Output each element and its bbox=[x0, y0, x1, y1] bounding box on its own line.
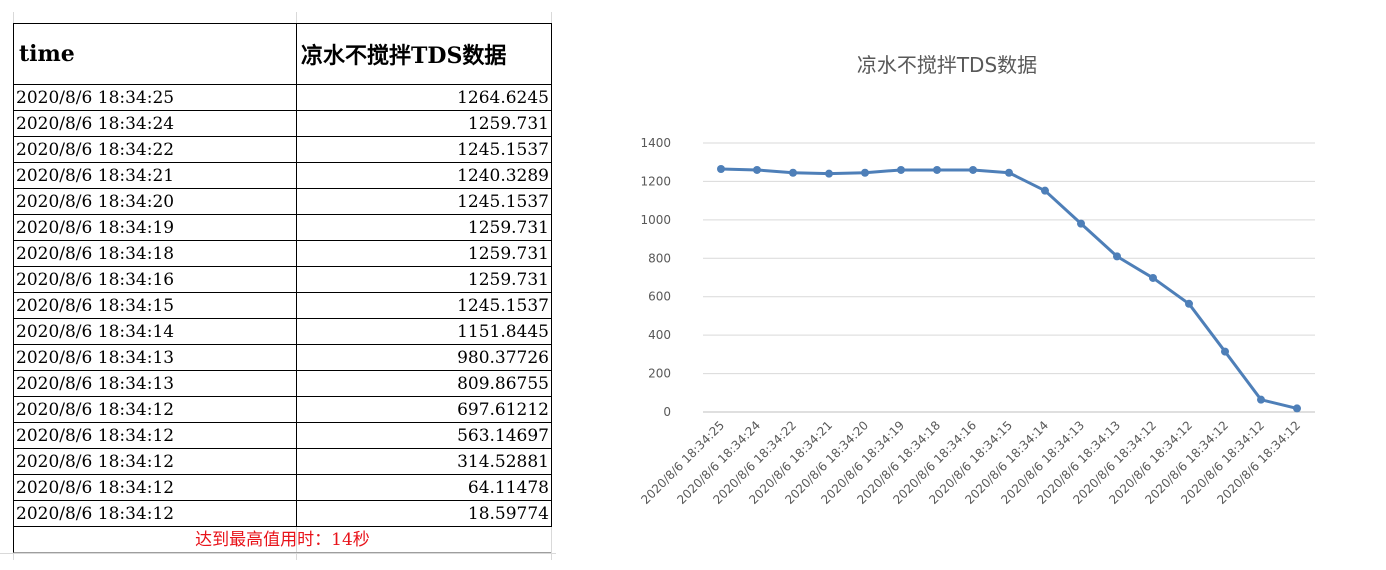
tds-value-cell: 809.86755 bbox=[296, 370, 552, 397]
data-point bbox=[753, 165, 761, 174]
time-cell: 2020/8/6 18:34:12 bbox=[13, 474, 297, 501]
y-tick-label: 600 bbox=[648, 290, 671, 304]
tds-value-cell: 563.14697 bbox=[296, 422, 552, 449]
data-table: time 凉水不搅拌TDS数据 2020/8/6 18:34:25 1264.62… bbox=[13, 23, 552, 527]
series-layer bbox=[717, 165, 1301, 413]
data-point bbox=[1221, 347, 1229, 356]
time-cell: 2020/8/6 18:34:13 bbox=[13, 344, 297, 371]
table-row: 2020/8/6 18:34:12 697.61212 bbox=[13, 396, 552, 423]
data-point bbox=[1293, 404, 1301, 413]
tds-value-cell: 18.59774 bbox=[296, 500, 552, 527]
y-tick-label: 0 bbox=[663, 405, 671, 419]
y-tick-labels: 0 200 400 600 800 1000 1200 1400 bbox=[640, 136, 671, 419]
table-row: 2020/8/6 18:34:12 64.11478 bbox=[13, 474, 552, 501]
data-point bbox=[933, 165, 941, 174]
table-row: 2020/8/6 18:34:18 1259.731 bbox=[13, 240, 552, 267]
y-tick-label: 1400 bbox=[640, 136, 671, 150]
tds-value-cell: 1245.1537 bbox=[296, 292, 552, 319]
table-row: 2020/8/6 18:34:25 1264.6245 bbox=[13, 84, 552, 111]
y-tick-label: 200 bbox=[648, 367, 671, 381]
table-row: 2020/8/6 18:34:22 1245.1537 bbox=[13, 136, 552, 163]
tds-value-cell: 314.52881 bbox=[296, 448, 552, 475]
sheet-gridline bbox=[551, 12, 552, 560]
table-row: 2020/8/6 18:34:12 563.14697 bbox=[13, 422, 552, 449]
table-row: 2020/8/6 18:34:12 314.52881 bbox=[13, 448, 552, 475]
time-cell: 2020/8/6 18:34:14 bbox=[13, 318, 297, 345]
y-tick-label: 400 bbox=[648, 328, 671, 342]
tds-value-cell: 1259.731 bbox=[296, 240, 552, 267]
table-row: 2020/8/6 18:34:21 1240.3289 bbox=[13, 162, 552, 189]
tds-value-cell: 697.61212 bbox=[296, 396, 552, 423]
time-cell: 2020/8/6 18:34:12 bbox=[13, 396, 297, 423]
time-cell: 2020/8/6 18:34:16 bbox=[13, 266, 297, 293]
tds-value-cell: 1151.8445 bbox=[296, 318, 552, 345]
time-cell: 2020/8/6 18:34:20 bbox=[13, 188, 297, 215]
grid-layer bbox=[703, 142, 1315, 413]
table-row: 2020/8/6 18:34:13 809.86755 bbox=[13, 370, 552, 397]
time-cell: 2020/8/6 18:34:12 bbox=[13, 500, 297, 527]
chart-title: 凉水不搅拌TDS数据 bbox=[857, 53, 1037, 77]
table-row: 2020/8/6 18:34:15 1245.1537 bbox=[13, 292, 552, 319]
data-point bbox=[1185, 299, 1193, 308]
data-point bbox=[861, 168, 869, 177]
data-point bbox=[897, 165, 905, 174]
time-cell: 2020/8/6 18:34:24 bbox=[13, 110, 297, 137]
summary-note: 达到最高值用时：14秒 bbox=[13, 527, 551, 553]
header-tds: 凉水不搅拌TDS数据 bbox=[296, 23, 552, 85]
table-row: 2020/8/6 18:34:24 1259.731 bbox=[13, 110, 552, 137]
table-row: 2020/8/6 18:34:14 1151.8445 bbox=[13, 318, 552, 345]
data-point bbox=[1257, 395, 1265, 404]
time-cell: 2020/8/6 18:34:25 bbox=[13, 84, 297, 111]
data-point bbox=[1005, 168, 1013, 177]
tds-value-cell: 1259.731 bbox=[296, 266, 552, 293]
table-row: 2020/8/6 18:34:19 1259.731 bbox=[13, 214, 552, 241]
table-row: 2020/8/6 18:34:16 1259.731 bbox=[13, 266, 552, 293]
tds-value-cell: 980.37726 bbox=[296, 344, 552, 371]
data-point bbox=[789, 168, 797, 177]
tds-line-chart: 凉水不搅拌TDS数据 0 200 400 600 800 1000 1200 1400 202… bbox=[638, 53, 1315, 507]
y-tick-label: 1200 bbox=[640, 174, 671, 188]
tds-value-cell: 1264.6245 bbox=[296, 84, 552, 111]
series-line bbox=[720, 167, 1298, 410]
tds-value-cell: 1259.731 bbox=[296, 214, 552, 241]
tds-value-cell: 1240.3289 bbox=[296, 162, 552, 189]
time-cell: 2020/8/6 18:34:19 bbox=[13, 214, 297, 241]
table-header-row: time 凉水不搅拌TDS数据 bbox=[13, 23, 552, 85]
time-cell: 2020/8/6 18:34:22 bbox=[13, 136, 297, 163]
time-cell: 2020/8/6 18:34:18 bbox=[13, 240, 297, 267]
table-body: time 凉水不搅拌TDS数据 2020/8/6 18:34:25 1264.62… bbox=[13, 23, 552, 527]
tds-value-cell: 64.11478 bbox=[296, 474, 552, 501]
y-tick-label: 800 bbox=[648, 251, 671, 265]
tds-value-cell: 1259.731 bbox=[296, 110, 552, 137]
tds-value-cell: 1245.1537 bbox=[296, 188, 552, 215]
header-time: time bbox=[13, 23, 297, 85]
time-cell: 2020/8/6 18:34:21 bbox=[13, 162, 297, 189]
data-point bbox=[1041, 186, 1049, 195]
tds-value-cell: 1245.1537 bbox=[296, 136, 552, 163]
data-point bbox=[1113, 252, 1121, 261]
data-point bbox=[717, 165, 725, 174]
time-cell: 2020/8/6 18:34:13 bbox=[13, 370, 297, 397]
time-cell: 2020/8/6 18:34:15 bbox=[13, 292, 297, 319]
time-cell: 2020/8/6 18:34:12 bbox=[13, 422, 297, 449]
sheet-gridline bbox=[0, 553, 556, 554]
data-point bbox=[1077, 219, 1085, 228]
table-row: 2020/8/6 18:34:13 980.37726 bbox=[13, 344, 552, 371]
table-row: 2020/8/6 18:34:12 18.59774 bbox=[13, 500, 552, 527]
data-point bbox=[825, 169, 833, 178]
table-row: 2020/8/6 18:34:20 1245.1537 bbox=[13, 188, 552, 215]
data-point bbox=[1149, 273, 1157, 282]
data-point bbox=[969, 165, 977, 174]
y-tick-label: 1000 bbox=[640, 213, 671, 227]
time-cell: 2020/8/6 18:34:12 bbox=[13, 448, 297, 475]
